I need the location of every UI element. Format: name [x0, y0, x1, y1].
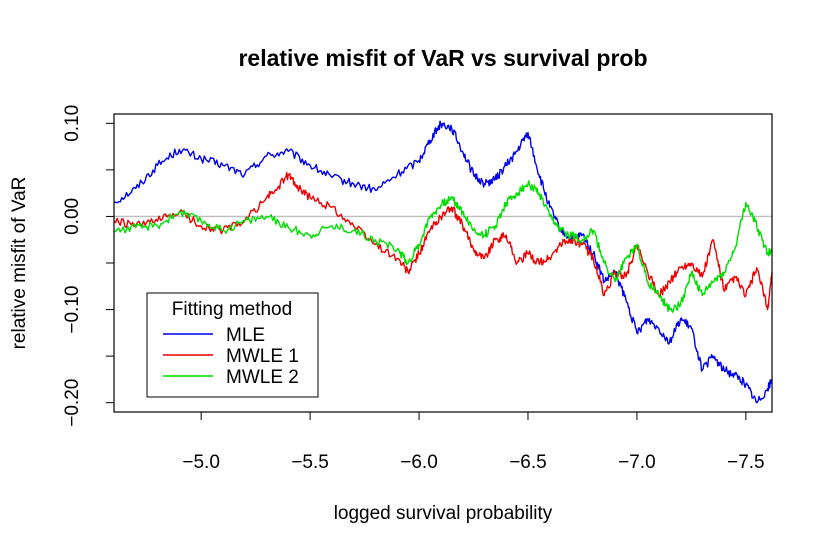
series-layer	[113, 120, 773, 404]
x-tick-label: −7.5	[727, 452, 765, 473]
x-tick-label: −5.0	[182, 452, 220, 473]
y-tick-label: 0.00	[62, 198, 83, 235]
y-tick-label: 0.10	[62, 105, 83, 142]
x-axis: −5.0 −5.5 −6.0 −6.5 −7.0 −7.5	[182, 412, 765, 473]
chart-title: relative misfit of VaR vs survival prob	[238, 45, 647, 71]
y-tick-label: −0.10	[62, 286, 83, 334]
legend-label: MWLE 2	[226, 367, 299, 388]
legend-label: MLE	[226, 325, 265, 346]
x-tick-label: −6.0	[400, 452, 438, 473]
x-tick-label: −6.5	[509, 452, 547, 473]
series-line-mwle-1	[113, 171, 773, 311]
y-tick-label: −0.20	[62, 379, 83, 427]
legend-title: Fitting method	[172, 299, 292, 320]
x-tick-label: −7.0	[618, 452, 656, 473]
x-axis-label: logged survival probability	[334, 503, 553, 524]
y-axis-label: relative misfit of VaR	[9, 177, 30, 350]
x-tick-label: −5.5	[291, 452, 329, 473]
series-line-mle	[113, 120, 773, 404]
legend-label: MWLE 1	[226, 346, 299, 367]
legend-box	[146, 292, 319, 398]
series-line-mwle-2	[113, 180, 773, 313]
y-axis: 0.10 0.00 −0.10 −0.20	[62, 105, 114, 427]
